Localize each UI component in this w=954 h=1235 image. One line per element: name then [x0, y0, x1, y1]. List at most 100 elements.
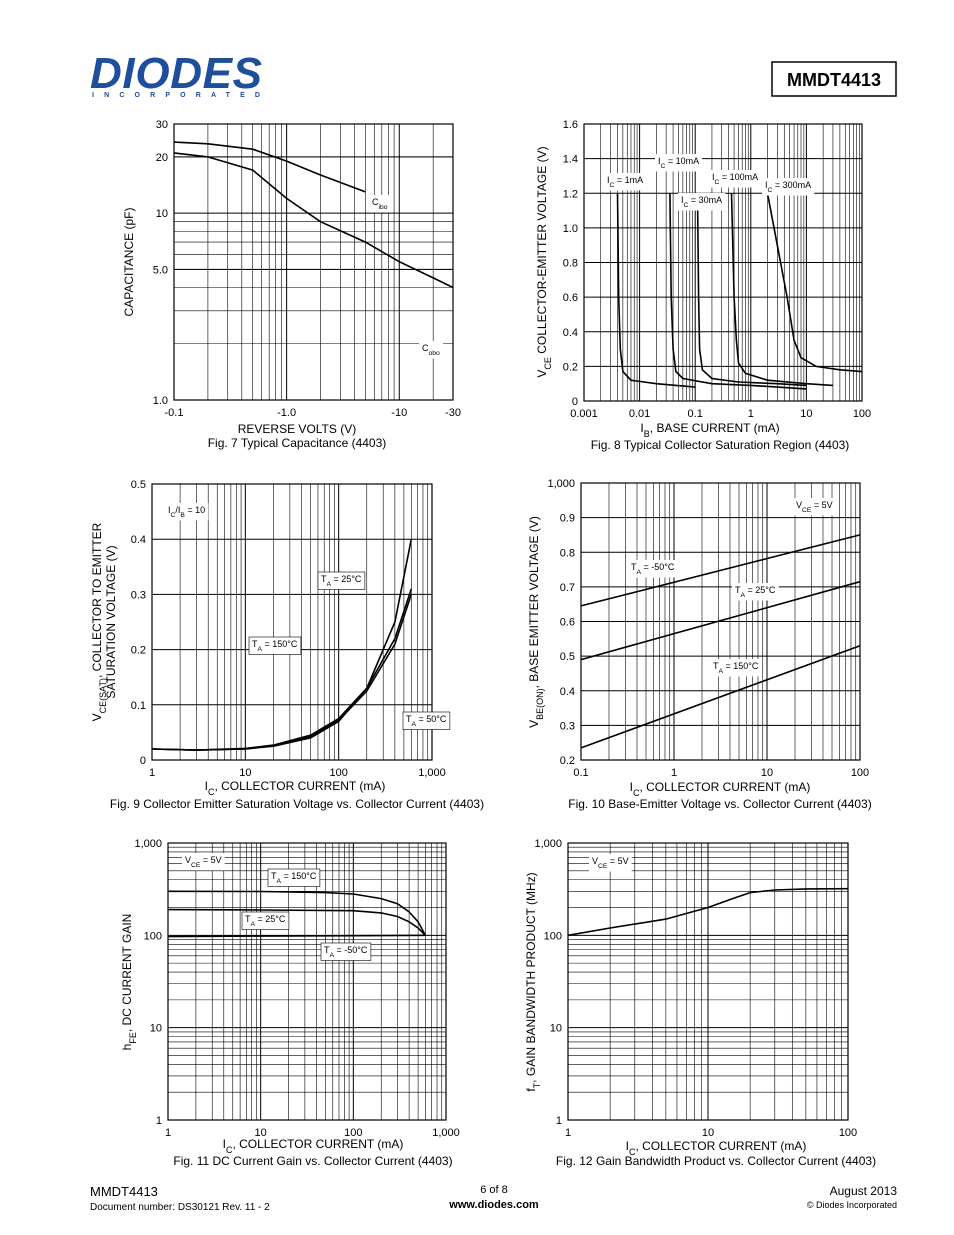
text-part: = 10mA: [665, 156, 699, 166]
text-part: = 150°C: [262, 639, 298, 649]
y-tick-label: 0.4: [563, 327, 578, 339]
annotation: Cobo: [422, 343, 440, 357]
text-part: C: [422, 343, 429, 353]
series-line: [151, 588, 413, 751]
y-axis-label: VBE(ON), BASE EMITTER VOLTAGE (V): [527, 516, 545, 728]
text-part: = 25°C: [255, 914, 286, 924]
text-part: I: [626, 1139, 629, 1153]
text-part: = 100mA: [719, 172, 758, 182]
subscript: T: [532, 1082, 542, 1088]
text-part: , DC CURRENT GAIN: [120, 914, 134, 1032]
text-part: T: [324, 945, 330, 955]
text-part: , COLLECTOR CURRENT (mA): [214, 779, 385, 793]
annotation-bg: [369, 195, 391, 213]
x-tick-label: -0.1: [165, 407, 184, 419]
subscript: C: [629, 1147, 636, 1157]
y-tick-label: 0.2: [560, 755, 575, 767]
text-part: I: [630, 780, 633, 794]
annotation: TA = 150°C: [713, 661, 759, 675]
y-axis-label: VCE(SAT), COLLECTOR TO EMITTER: [90, 522, 108, 721]
annotation-bg: [732, 583, 779, 601]
y-tick-label: 0.4: [131, 534, 146, 546]
text-part: , BASE EMITTER VOLTAGE (V): [527, 516, 541, 688]
annotation: VCE = 5V: [185, 855, 222, 869]
subscript: C: [661, 163, 666, 170]
annotation-bg: [709, 170, 762, 188]
x-tick-label: 10: [239, 767, 251, 779]
annotation: IC = 300mA: [765, 180, 811, 194]
y-tick-label: 0.6: [560, 617, 575, 629]
annotation: IC = 30mA: [681, 195, 722, 209]
annotation-bg: [655, 154, 703, 172]
annotation-bg: [402, 711, 451, 730]
annotation: TA = -50°C: [631, 562, 675, 576]
annotation-bg: [182, 853, 225, 871]
annotation-bg: [419, 341, 444, 359]
x-axis-label: IC, COLLECTOR CURRENT (mA): [223, 1137, 404, 1155]
text-part: f: [524, 1088, 538, 1092]
text-part: , COLLECTOR TO EMITTER: [90, 522, 104, 678]
annotation: Cibo: [372, 197, 388, 211]
part-number: MMDT4413: [787, 70, 881, 90]
subscript: B: [180, 512, 185, 519]
x-tick-label: 100: [344, 1127, 362, 1139]
chart-title: Fig. 11 DC Current Gain vs. Collector Cu…: [173, 1154, 452, 1168]
y-tick-label: 1.6: [563, 119, 578, 131]
text-part: , COLLECTOR CURRENT (mA): [232, 1137, 403, 1151]
subscript: C: [768, 187, 773, 194]
x-tick-label: -30: [445, 407, 461, 419]
annotation: TA = 150°C: [252, 639, 298, 653]
text-part: = 150°C: [723, 661, 759, 671]
y-tick-label: 0.7: [560, 582, 575, 594]
series-line: [167, 890, 427, 936]
y-tick-label: 30: [156, 119, 168, 131]
plot-frame: [167, 842, 447, 1121]
annotation: IC/IB = 10: [168, 505, 205, 519]
annotation: IC = 100mA: [712, 172, 758, 186]
text-part: = 300mA: [772, 180, 811, 190]
annotation-bg: [589, 854, 632, 872]
subscript: C: [633, 788, 640, 798]
subscript: FE: [128, 1032, 138, 1044]
text-part: C: [372, 197, 379, 207]
y-tick-label: 1.2: [563, 188, 578, 200]
x-tick-label: 100: [329, 767, 347, 779]
x-tick-label: 1: [565, 1127, 571, 1139]
x-tick-label: 0.1: [688, 408, 703, 420]
subscript: CE: [191, 862, 201, 869]
chart-title: Fig. 9 Collector Emitter Saturation Volt…: [110, 797, 484, 811]
y-tick-label: 10: [156, 208, 168, 220]
annotation: TA = 25°C: [735, 585, 776, 599]
annotation-bg: [710, 659, 762, 677]
series-line: [580, 644, 861, 749]
text-part: I: [223, 1137, 226, 1151]
text-part: , GAIN BANDWIDTH PRODUCT (MHz): [524, 872, 538, 1082]
annotation: IC = 1mA: [607, 175, 643, 189]
text-part: = 30mA: [688, 195, 722, 205]
series-line: [151, 594, 413, 751]
y-axis-label: SATURATION VOLTAGE (V): [104, 545, 118, 698]
y-tick-label: 0.1: [131, 700, 146, 712]
text-part: = 5V: [811, 500, 832, 510]
subscript: C: [208, 787, 215, 797]
annotation-bg: [241, 911, 290, 930]
annotation-bg: [248, 636, 302, 655]
subscript: CE: [598, 863, 608, 870]
y-tick-label: 100: [544, 930, 562, 942]
text-part: I: [765, 180, 768, 190]
x-tick-label: 1: [748, 408, 754, 420]
y-tick-label: 1,000: [547, 478, 575, 490]
x-tick-label: 10: [800, 408, 812, 420]
chart-title: Fig. 7 Typical Capacitance (4403): [208, 436, 387, 450]
text-part: I: [168, 505, 171, 515]
text-part: , BASE CURRENT (mA): [650, 421, 780, 435]
subscript: CE: [802, 507, 812, 514]
footer-url: www.diodes.com: [448, 1199, 539, 1211]
text-part: V: [185, 855, 191, 865]
series-line: [567, 887, 849, 937]
text-part: = 5V: [200, 855, 221, 865]
y-tick-label: 0.2: [131, 645, 146, 657]
text-part: V: [90, 713, 104, 721]
subscript: ibo: [379, 204, 388, 211]
x-axis-label: REVERSE VOLTS (V): [238, 422, 356, 436]
